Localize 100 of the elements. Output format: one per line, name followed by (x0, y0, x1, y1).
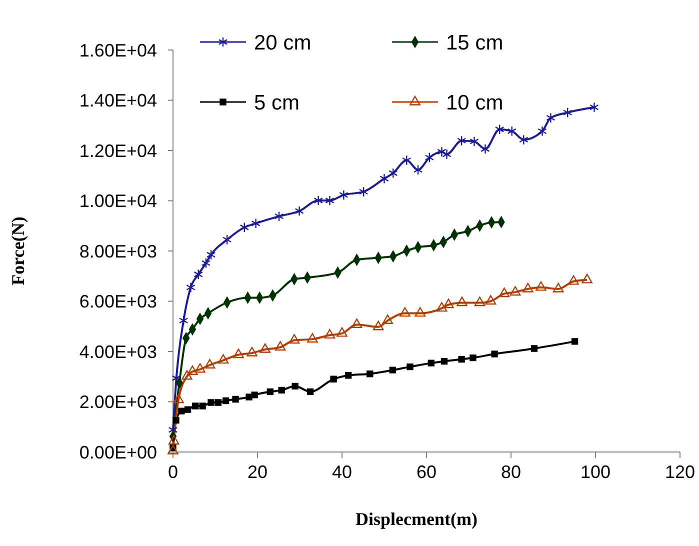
point (590, 102, 599, 113)
point (456, 296, 468, 306)
point (222, 397, 230, 404)
point (214, 399, 222, 406)
point (474, 296, 486, 306)
point (208, 399, 214, 406)
point (470, 354, 476, 362)
point (178, 408, 185, 414)
point (485, 295, 496, 305)
point (194, 363, 206, 373)
point (442, 149, 452, 160)
point (182, 370, 192, 380)
point (536, 281, 546, 291)
point (278, 386, 285, 394)
legend-label: 10 cm (446, 91, 504, 114)
y-tick-label: 4.00E+03 (79, 342, 157, 362)
point (292, 382, 298, 390)
point (568, 275, 579, 285)
point (563, 107, 572, 118)
y-tick-label: 1.40E+04 (79, 90, 157, 111)
point (187, 365, 198, 375)
point (480, 144, 490, 154)
point (538, 126, 547, 136)
y-tick-label: 1.20E+04 (79, 140, 157, 161)
point (222, 234, 232, 245)
point (522, 282, 534, 292)
point (458, 356, 465, 363)
point (307, 333, 318, 343)
point (324, 329, 336, 339)
point (325, 195, 334, 206)
point (306, 388, 314, 396)
point (552, 282, 564, 292)
point (366, 370, 374, 378)
point (274, 341, 286, 351)
point (406, 363, 414, 370)
x-axis-title: Displecment(m) (356, 509, 478, 529)
point (192, 402, 199, 410)
point (519, 134, 528, 145)
point (168, 435, 180, 445)
x-tick-label: 100 (580, 462, 611, 482)
point (510, 286, 521, 296)
point (582, 274, 592, 284)
point (294, 206, 304, 216)
point (173, 394, 184, 404)
point (494, 124, 504, 135)
point (507, 126, 516, 136)
point (428, 360, 434, 366)
point (498, 288, 510, 298)
x-tick-label: 40 (332, 462, 352, 482)
x-tick-label: 0 (168, 462, 178, 482)
point (402, 155, 412, 166)
point (218, 354, 229, 364)
point (168, 444, 178, 454)
y-axis-title: Force(N) (8, 216, 28, 286)
legend-label: 15 cm (446, 31, 504, 54)
y-tick-label: 1.00E+04 (79, 191, 157, 212)
point (274, 211, 284, 222)
point (345, 372, 352, 379)
point (186, 282, 196, 293)
x-tick-label: 60 (416, 462, 437, 482)
x-tick-label: 80 (500, 462, 522, 482)
point (443, 298, 454, 308)
point (288, 334, 300, 344)
point (436, 302, 448, 312)
point (260, 343, 271, 353)
point (388, 168, 398, 178)
point (336, 327, 348, 337)
x-tick-label: 120 (664, 462, 696, 482)
x-tick-label: 20 (247, 462, 268, 482)
point (389, 366, 396, 374)
point (351, 318, 362, 328)
legend-label: 20 cm (254, 31, 312, 54)
point (246, 394, 252, 400)
legend-label: 5 cm (254, 91, 300, 114)
point (240, 222, 250, 233)
point (251, 392, 258, 398)
point (571, 338, 578, 345)
point (266, 388, 274, 396)
point (424, 152, 434, 163)
point (437, 146, 446, 157)
y-tick-label: 1.60E+04 (79, 40, 157, 60)
y-tick-label: 2.00E+03 (79, 392, 157, 412)
point (380, 173, 389, 184)
point (440, 358, 448, 365)
point (314, 195, 323, 206)
point (358, 186, 368, 197)
point (194, 269, 203, 280)
point (382, 314, 394, 324)
point (491, 350, 498, 358)
y-tick-label: 8.00E+03 (79, 241, 157, 262)
point (456, 135, 466, 146)
point (339, 190, 348, 200)
point (372, 320, 384, 330)
point (233, 348, 244, 358)
point (172, 417, 180, 424)
point (470, 136, 479, 147)
point (413, 164, 423, 176)
point (178, 315, 188, 326)
point (414, 307, 426, 317)
point (232, 396, 239, 403)
